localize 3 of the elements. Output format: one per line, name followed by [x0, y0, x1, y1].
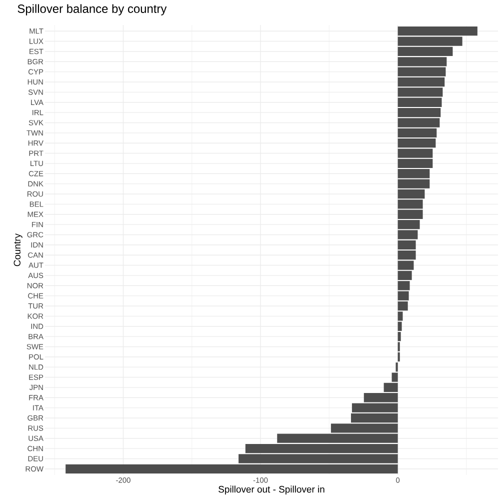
chart-title: Spillover balance by country	[18, 4, 167, 16]
y-axis-title: Country	[14, 233, 22, 266]
x-axis-title: Spillover out - Spillover in	[218, 486, 324, 494]
